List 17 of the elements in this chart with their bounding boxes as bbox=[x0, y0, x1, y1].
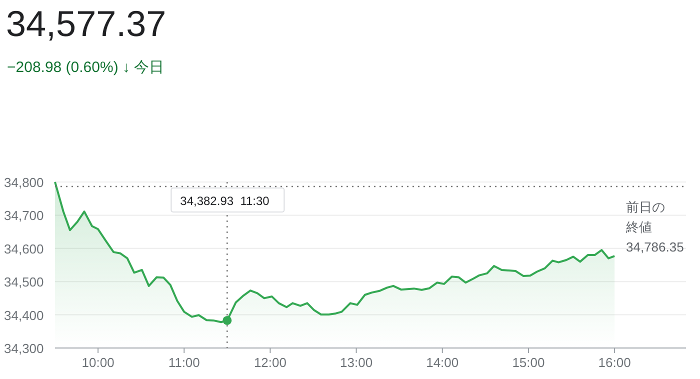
y-tick-label: 34,400 bbox=[4, 308, 44, 323]
x-tick-label: 14:00 bbox=[426, 355, 459, 370]
x-tick-label: 13:00 bbox=[340, 355, 373, 370]
y-tick-label: 34,500 bbox=[4, 274, 44, 290]
chart-title: 34,577.37 bbox=[6, 3, 166, 44]
y-tick-label: 34,600 bbox=[4, 241, 44, 256]
y-tick-label: 34,800 bbox=[4, 175, 44, 190]
x-tick-label: 16:00 bbox=[598, 355, 631, 370]
y-tick-label: 34,300 bbox=[4, 341, 44, 356]
x-tick-label: 12:00 bbox=[254, 355, 286, 370]
x-tick-label: 10:00 bbox=[82, 355, 114, 370]
annotation: 34,382.93 11:30 bbox=[180, 194, 270, 208]
ref-line-label: 前日の終値 34,786.35 bbox=[625, 200, 684, 255]
x-tick-label: 11:00 bbox=[168, 355, 200, 370]
y-tick-label: 34,700 bbox=[4, 208, 44, 224]
chart-subtitle: −208.98 (0.60%) ↓ 今日 bbox=[7, 59, 164, 76]
x-tick-label: 15:00 bbox=[512, 355, 545, 370]
